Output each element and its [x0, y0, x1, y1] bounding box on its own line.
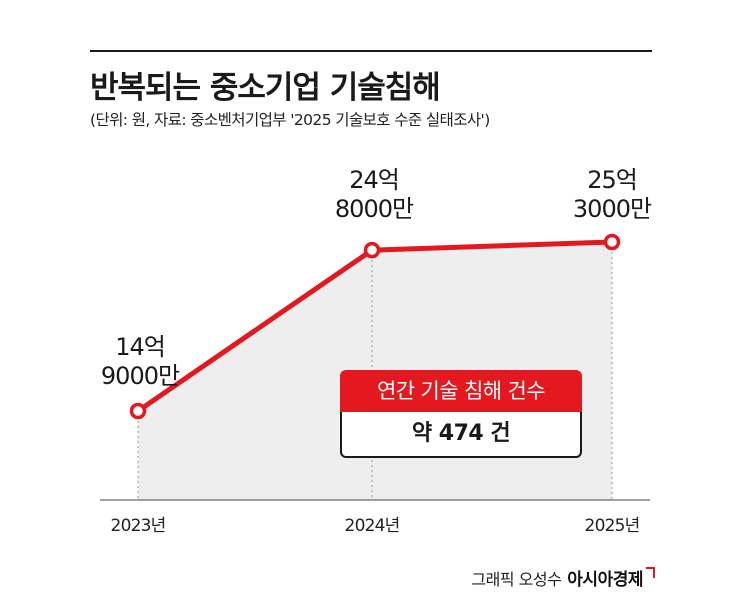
credit: 그래픽 오성수 아시아경제: [471, 565, 655, 590]
top-rule: [90, 50, 652, 52]
chart-title: 반복되는 중소기업 기술침해: [90, 70, 441, 106]
data-label-1: 24억 8000만: [335, 166, 414, 223]
data-point-2: [603, 233, 621, 251]
x-tick-label-1: 2024년: [345, 516, 400, 536]
data-label-2: 25억 3000만: [573, 166, 652, 223]
x-tick-label-2: 2025년: [585, 516, 640, 536]
data-point-0: [129, 402, 147, 420]
callout-value: 약 474 건: [340, 412, 582, 458]
data-point-1: [363, 241, 381, 259]
chart-subtitle: (단위: 원, 자료: 중소벤처기업부 '2025 기술보호 수준 실태조사'): [90, 111, 490, 129]
callout-label: 연간 기술 침해 건수: [340, 370, 582, 412]
brand-mark-icon: [646, 567, 655, 578]
brand-name: 아시아경제: [567, 570, 643, 590]
incident-count-callout: 연간 기술 침해 건수 약 474 건: [340, 370, 582, 458]
x-tick-label-0: 2023년: [111, 516, 166, 536]
data-label-0: 14억 9000만: [101, 333, 180, 390]
credit-text: 그래픽 오성수: [471, 570, 562, 589]
